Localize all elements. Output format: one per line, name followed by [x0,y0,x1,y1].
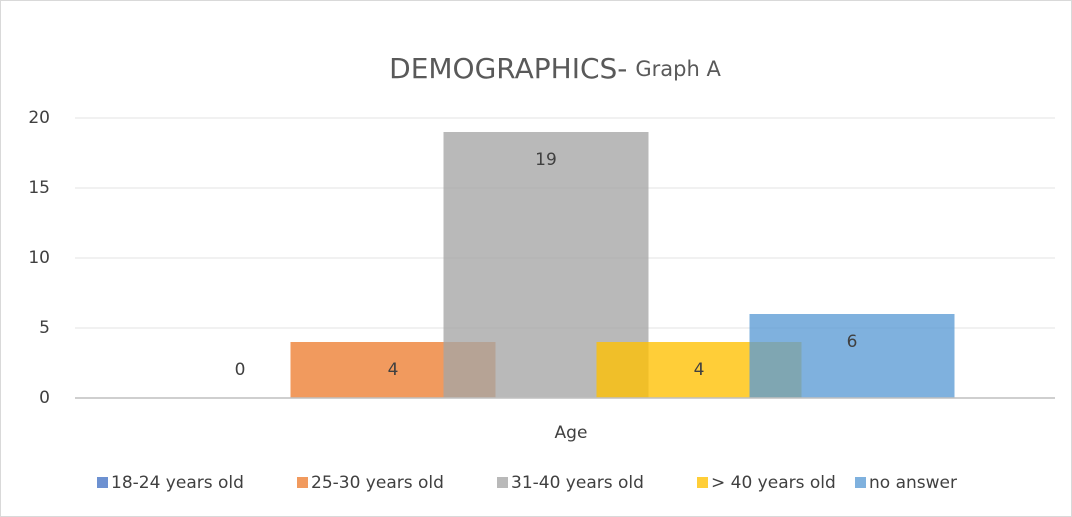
legend-label: > 40 years old [711,473,836,493]
bar [749,314,955,398]
data-label: 4 [388,360,399,380]
legend-label: no answer [869,473,957,493]
legend-label: 18-24 years old [111,473,244,493]
legend-swatch [297,477,308,488]
x-tick-label: Age [555,423,588,443]
legend-swatch [855,477,866,488]
legend-swatch [97,477,108,488]
chart-subtitle: Graph A [635,57,721,81]
data-label: 0 [235,360,246,380]
y-tick-label: 10 [28,248,50,268]
data-label: 6 [847,332,858,352]
y-tick-label: 0 [39,388,50,408]
legend-label: 25-30 years old [311,473,444,493]
chart-title: DEMOGRAPHICS- [389,52,627,85]
data-label: 4 [694,360,705,380]
chart-title-group: DEMOGRAPHICS- Graph A [389,52,721,85]
legend-swatch [497,477,508,488]
legend-label: 31-40 years old [511,473,644,493]
y-tick-label: 15 [28,178,50,198]
legend-swatch [697,477,708,488]
y-tick-label: 5 [39,318,50,338]
y-tick-label: 20 [28,108,50,128]
data-label: 19 [535,150,557,170]
